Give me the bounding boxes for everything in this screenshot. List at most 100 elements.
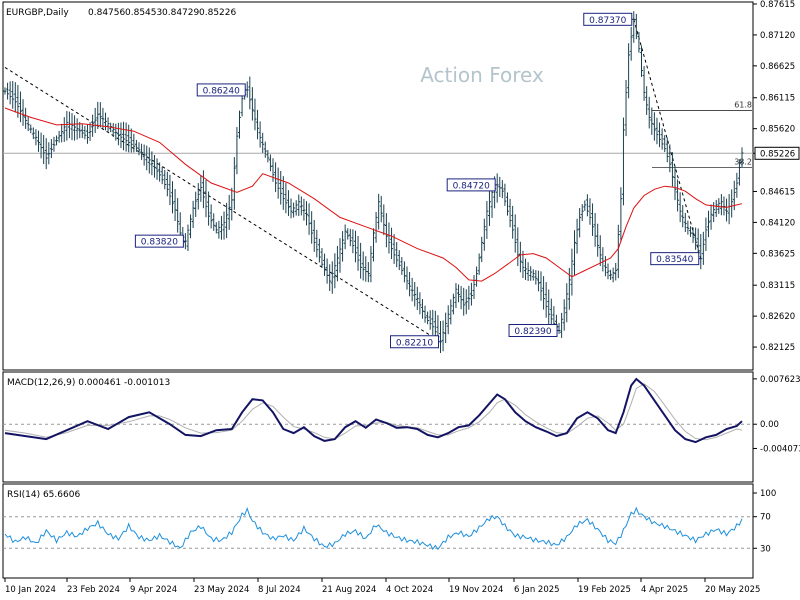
ohlc-bar	[361, 251, 365, 281]
ohlc-bar	[101, 107, 105, 129]
ohlc-bar	[534, 270, 538, 285]
svg-text:0.86240: 0.86240	[203, 86, 240, 96]
ohlc-bar	[328, 264, 332, 291]
ohlc-bar	[477, 253, 481, 275]
ohlc-bar	[199, 175, 203, 202]
ohlc-bar	[539, 271, 543, 301]
price-y-tick-label: 0.83115	[760, 281, 795, 291]
ohlc-bar	[6, 82, 10, 100]
macd-signal-line	[4, 383, 743, 441]
symbol-label: EURGBP,Daily	[6, 8, 69, 18]
ohlc-bar	[451, 293, 455, 315]
ohlc-bar	[673, 165, 677, 201]
ohlc-bar	[359, 242, 363, 279]
ohlc-bar	[725, 198, 729, 222]
low-value: 0.84729	[162, 8, 199, 18]
x-tick-label: 21 Aug 2024	[322, 585, 376, 595]
x-tick-label: 23 Feb 2024	[67, 585, 120, 595]
svg-text:0.83540: 0.83540	[656, 255, 693, 265]
ohlc-bar	[330, 261, 334, 294]
price-y-tick-label: 0.84615	[760, 187, 795, 197]
ohlc-bar	[526, 262, 530, 281]
ohlc-bar	[485, 200, 489, 239]
ohlc-bar	[714, 199, 718, 218]
ohlc-bar	[583, 200, 587, 211]
ohlc-bar	[413, 282, 417, 307]
ohlc-bar	[472, 275, 476, 300]
ohlc-bar	[511, 205, 515, 239]
ohlc-bar	[305, 201, 308, 226]
ohlc-bar	[681, 205, 685, 228]
ohlc-bar	[668, 144, 672, 173]
ohlc-bar	[281, 176, 285, 210]
ohlc-bar	[145, 145, 149, 171]
ohlc-bar	[212, 213, 216, 231]
ohlc-bar	[98, 102, 102, 128]
price-label: 0.86240	[196, 83, 248, 97]
ohlc-bar	[49, 139, 53, 159]
ohlc-bar	[176, 197, 180, 233]
ohlc-bar	[294, 200, 298, 216]
ohlc-bar	[317, 238, 321, 263]
ohlc-bar	[707, 210, 710, 238]
ohlc-bar	[11, 80, 15, 109]
ohlc-bar	[439, 321, 442, 354]
ohlc-bar	[397, 250, 401, 271]
ohlc-bar	[637, 31, 641, 53]
ohlc-bar	[150, 151, 154, 176]
ohlc-bar	[415, 286, 419, 311]
ohlc-bar	[374, 211, 378, 243]
ohlc-bar	[88, 122, 92, 141]
ohlc-bar	[428, 310, 432, 330]
ohlc-bar	[253, 98, 257, 131]
svg-text:0.87370: 0.87370	[589, 16, 626, 26]
ohlc-bar	[297, 194, 301, 217]
ohlc-bar	[619, 187, 623, 242]
ohlc-bar	[307, 203, 311, 235]
ohlc-bar	[660, 128, 664, 150]
high-value: 0.85453	[125, 8, 162, 18]
x-tick-label: 4 Oct 2024	[386, 585, 433, 595]
ohlc-bar	[503, 183, 507, 206]
x-tick-label: 19 Nov 2024	[449, 585, 503, 595]
ohlc-bar	[596, 223, 600, 257]
ohlc-bar	[495, 173, 499, 203]
ohlc-bar	[521, 250, 525, 278]
ohlc-bar	[70, 113, 74, 141]
ohlc-bar	[531, 269, 535, 281]
price-panel-frame	[2, 1, 754, 371]
ohlc-bar	[390, 227, 394, 260]
ohlc-bar	[238, 110, 241, 139]
ohlc-bar	[261, 132, 265, 153]
ohlc-bar	[142, 144, 146, 166]
ohlc-bar	[24, 107, 28, 129]
price-y-tick-label: 0.86625	[760, 62, 795, 72]
price-label: 0.84720	[446, 178, 498, 192]
price-series-layer: 61.8 38.2 0.86240 0.83820 0.82210 0.84720 0.82…	[3, 11, 753, 354]
ohlc-bar	[676, 179, 680, 212]
ohlc-bar	[37, 130, 40, 152]
ohlc-bar	[585, 194, 589, 217]
ohlc-bar	[694, 227, 698, 250]
ohlc-bar	[356, 235, 360, 271]
rsi-header: RSI(14) 65.6606	[7, 490, 80, 500]
ohlc-bar	[506, 192, 509, 216]
x-tick-label: 9 Apr 2024	[130, 585, 177, 595]
ohlc-bar	[3, 87, 7, 95]
ohlc-bar	[575, 218, 579, 254]
ohlc-bar	[735, 172, 739, 198]
ohlc-bar	[524, 258, 528, 280]
ohlc-bar	[544, 282, 548, 318]
ohlc-bar	[665, 137, 669, 163]
ohlc-bar	[219, 215, 223, 240]
ohlc-bar	[155, 158, 159, 180]
x-tick-label: 10 Jan 2024	[5, 585, 56, 595]
ohlc-bar	[292, 202, 296, 218]
price-y-tick-label: 0.87615	[760, 0, 795, 10]
ohlc-bar	[400, 256, 404, 275]
x-tick-label: 19 Feb 2025	[578, 585, 631, 595]
ohlc-bar	[333, 253, 337, 289]
ohlc-bar	[348, 228, 352, 247]
ohlc-bar	[31, 127, 35, 140]
ohlc-bar	[655, 117, 659, 145]
